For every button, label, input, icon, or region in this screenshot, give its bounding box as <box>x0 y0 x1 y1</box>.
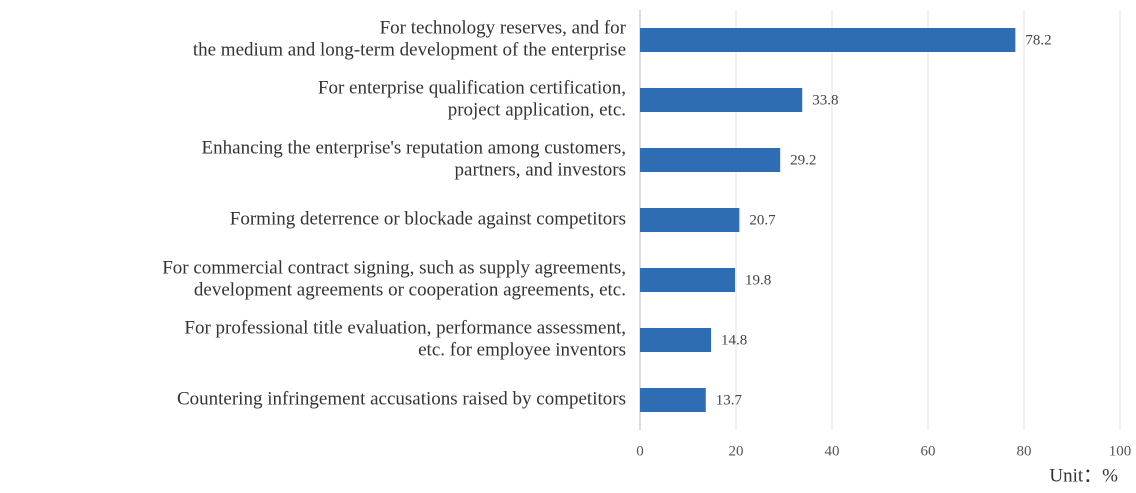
category-label: project application, etc. <box>448 99 626 120</box>
category-label: the medium and long-term development of … <box>193 39 626 60</box>
value-label: 33.8 <box>812 92 838 108</box>
x-tick-label: 20 <box>729 443 744 459</box>
value-label: 19.8 <box>745 272 771 288</box>
x-tick-label: 80 <box>1017 443 1032 459</box>
value-label: 29.2 <box>790 152 816 168</box>
category-label: For technology reserves, and for <box>380 17 627 38</box>
category-label: For commercial contract signing, such as… <box>162 257 626 278</box>
category-label: Enhancing the enterprise's reputation am… <box>202 137 626 158</box>
category-label: Forming deterrence or blockade against c… <box>230 208 626 229</box>
category-label: For enterprise qualification certificati… <box>318 77 626 98</box>
category-label: For professional title evaluation, perfo… <box>184 317 626 338</box>
x-tick-label: 60 <box>921 443 936 459</box>
category-label: development agreements or cooperation ag… <box>194 279 626 300</box>
value-label: 14.8 <box>721 332 747 348</box>
category-label: partners, and investors <box>455 159 626 180</box>
bar <box>640 328 712 352</box>
x-tick-label: 0 <box>636 443 644 459</box>
bar <box>640 148 781 172</box>
category-label: Countering infringement accusations rais… <box>177 388 626 409</box>
bar <box>640 208 740 232</box>
value-label: 20.7 <box>749 212 776 228</box>
value-label: 13.7 <box>716 392 743 408</box>
x-tick-label: 40 <box>825 443 840 459</box>
bar <box>640 268 736 292</box>
value-label: 78.2 <box>1025 32 1051 48</box>
unit-label: Unit：% <box>1049 465 1118 486</box>
bar <box>640 88 803 112</box>
bar <box>640 28 1016 52</box>
x-tick-label: 100 <box>1109 443 1132 459</box>
bar <box>640 388 706 412</box>
category-label: etc. for employee inventors <box>418 339 626 360</box>
